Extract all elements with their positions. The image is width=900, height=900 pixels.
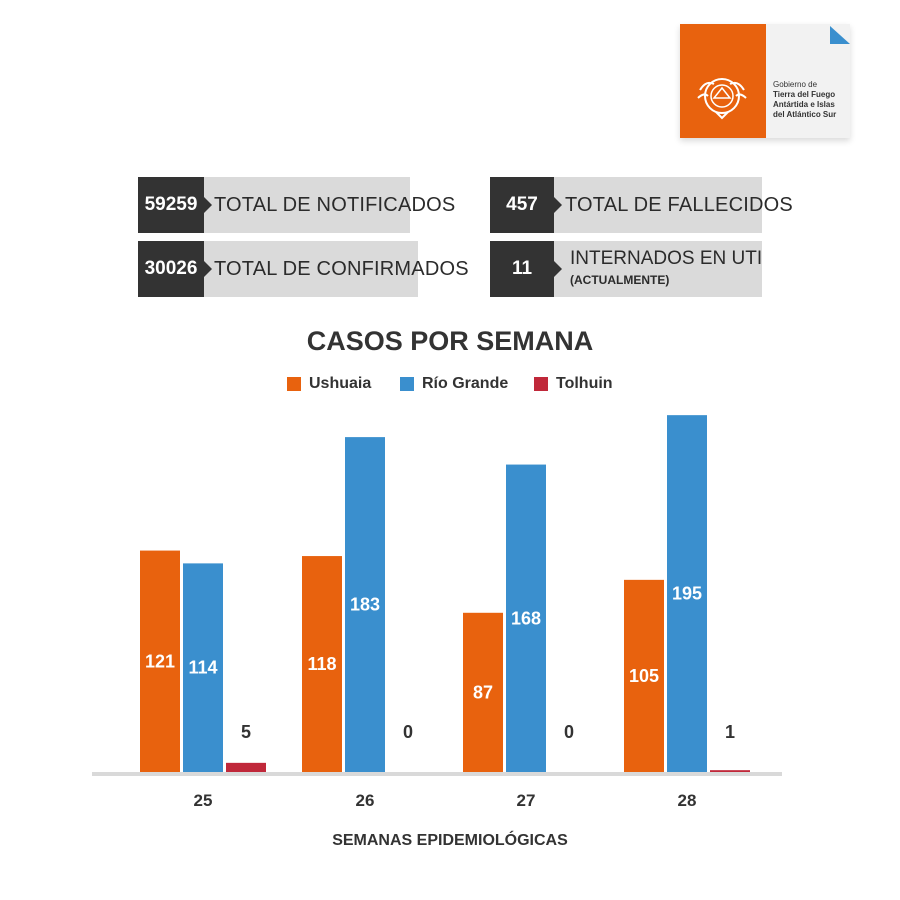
- data-label-tolhuin-28: 1: [725, 722, 735, 742]
- legend-item-ushuaia: Ushuaia: [287, 372, 371, 396]
- stat-label: INTERNADOS EN UTI (ACTUALMENTE): [570, 248, 762, 290]
- bar-tolhuin-25: [226, 762, 266, 772]
- stat-internados-uti: 11 INTERNADOS EN UTI (ACTUALMENTE): [490, 241, 762, 297]
- stat-label: TOTAL DE FALLECIDOS: [565, 194, 793, 216]
- stat-label-sub: (ACTUALMENTE): [570, 273, 670, 287]
- legend-swatch: [287, 377, 301, 391]
- legend-label: Ushuaia: [309, 375, 372, 392]
- legend-label: Río Grande: [422, 375, 509, 392]
- data-label-tolhuin-26: 0: [403, 722, 413, 742]
- bar-rio-grande-27: [506, 464, 546, 772]
- bar-rio-grande-25: [183, 563, 223, 772]
- x-tick-label-26: 26: [356, 791, 375, 810]
- data-label-rio-grande-25: 114: [188, 658, 217, 678]
- stat-value: 457: [490, 177, 562, 233]
- stat-label-main: INTERNADOS EN UTI: [570, 248, 763, 269]
- x-tick-label-25: 25: [194, 791, 213, 810]
- x-tick-label-27: 27: [517, 791, 536, 810]
- stat-value: 11: [490, 241, 562, 297]
- stat-label: TOTAL DE CONFIRMADOS: [214, 258, 469, 280]
- data-label-ushuaia-25: 121: [145, 651, 175, 671]
- bar-rio-grande-26: [345, 437, 385, 772]
- chart-title: CASOS POR SEMANA: [306, 326, 594, 356]
- bar-rio-grande-28: [667, 415, 707, 772]
- stat-value: 59259: [138, 177, 212, 233]
- legend-label: Tolhuin: [556, 375, 613, 392]
- legend-item-tolhuin: Tolhuin: [534, 372, 613, 396]
- logo-text: Gobierno de Tierra del Fuego Antártida e…: [773, 80, 849, 120]
- x-axis-line: [92, 772, 782, 776]
- legend-swatch: [400, 377, 414, 391]
- stat-total-notificados: 59259 TOTAL DE NOTIFICADOS: [138, 177, 455, 233]
- data-label-ushuaia-27: 87: [473, 682, 493, 702]
- bar-ushuaia-25: [140, 550, 180, 772]
- stat-label: TOTAL DE NOTIFICADOS: [214, 194, 456, 216]
- bar-tolhuin-28: [710, 770, 750, 772]
- data-label-ushuaia-28: 105: [629, 666, 659, 686]
- x-axis-title: SEMANAS EPIDEMIOLÓGICAS: [332, 832, 568, 849]
- data-label-tolhuin-25: 5: [241, 722, 251, 742]
- data-label-tolhuin-27: 0: [564, 722, 574, 742]
- bar-ushuaia-27: [463, 612, 503, 772]
- legend-item-rio-grande: Río Grande: [400, 372, 508, 396]
- data-label-rio-grande-26: 183: [350, 595, 380, 615]
- bar-ushuaia-26: [302, 556, 342, 772]
- logo-line-2: Tierra del Fuego: [773, 90, 836, 99]
- data-label-rio-grande-27: 168: [511, 608, 541, 628]
- logo-line-4: del Atlántico Sur: [773, 110, 837, 119]
- x-tick-label-28: 28: [678, 791, 697, 810]
- stat-value: 30026: [138, 241, 212, 297]
- government-logo: Gobierno de Tierra del Fuego Antártida e…: [680, 24, 850, 138]
- provincial-seal-icon: [697, 78, 747, 120]
- stat-total-confirmados: 30026 TOTAL DE CONFIRMADOS: [138, 241, 469, 297]
- data-label-rio-grande-28: 195: [672, 584, 702, 604]
- bar-ushuaia-28: [624, 579, 664, 772]
- corner-triangle-icon: [830, 26, 850, 44]
- logo-orange-block: [680, 24, 766, 138]
- chart-legend: Ushuaia Río Grande Tolhuin: [0, 372, 900, 396]
- legend-swatch: [534, 377, 548, 391]
- logo-line-3: Antártida e Islas: [773, 100, 835, 109]
- data-label-ushuaia-26: 118: [307, 654, 336, 674]
- stat-total-fallecidos: 457 TOTAL DE FALLECIDOS: [490, 177, 793, 233]
- logo-line-1: Gobierno de: [773, 80, 818, 89]
